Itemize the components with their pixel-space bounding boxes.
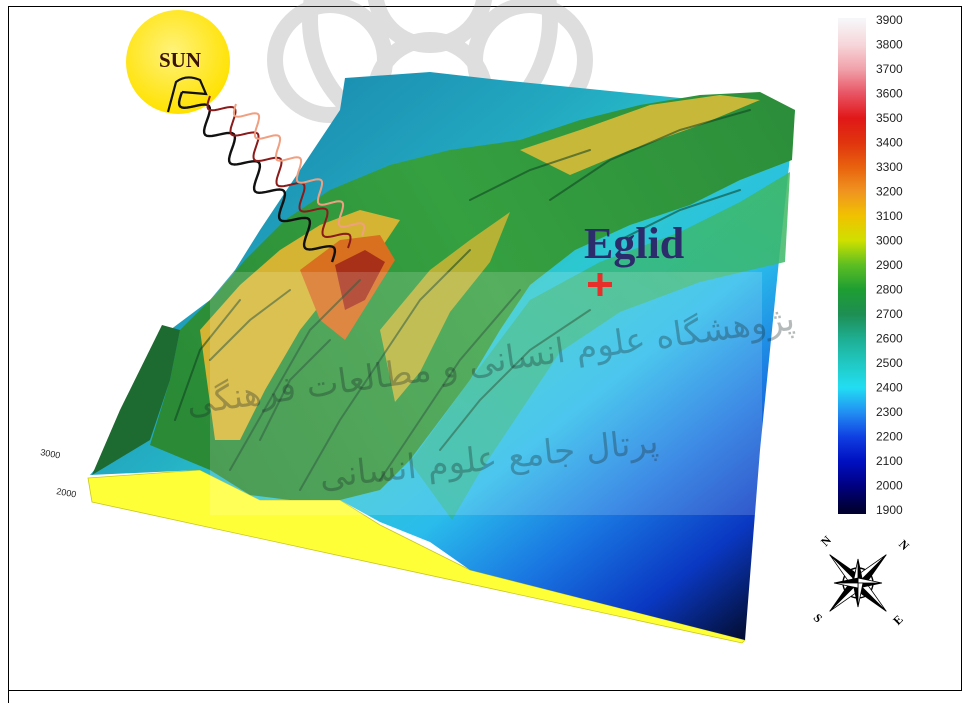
legend-value-label: 2100 — [876, 454, 903, 468]
legend-value-label: 3200 — [876, 185, 903, 199]
compass-letter-sw: S — [811, 611, 826, 626]
legend-value-label: 3300 — [876, 160, 903, 174]
compass-letter-se: E — [890, 612, 906, 628]
legend-value-label: 1900 — [876, 503, 903, 517]
elevation-legend: 3900 3800 3700 3600 3500 3400 3300 3200 3100 3000… — [838, 13, 903, 517]
compass-point — [834, 583, 858, 588]
sun-label: SUN — [159, 48, 201, 72]
legend-value-label: 3100 — [876, 209, 903, 223]
legend-value-label: 2200 — [876, 430, 903, 444]
axis-label-upper: 3000 — [40, 447, 61, 460]
legend-value-label: 2600 — [876, 332, 903, 346]
legend-value-label: 2300 — [876, 405, 903, 419]
legend-value-label: 2500 — [876, 356, 903, 370]
legend-value-label: 3700 — [876, 62, 903, 76]
legend-value-label: 3900 — [876, 13, 903, 27]
compass-letter-ne: N — [896, 537, 912, 553]
legend-color-bar — [838, 18, 866, 514]
compass-letter-nw: N — [818, 533, 834, 549]
legend-value-label: 2000 — [876, 479, 903, 493]
compass-point — [858, 583, 863, 607]
compass-point — [834, 578, 858, 583]
axis-label-lower: 2000 — [56, 486, 77, 499]
legend-value-label: 2900 — [876, 258, 903, 272]
legend-value-label: 3500 — [876, 111, 903, 125]
legend-value-label: 3600 — [876, 87, 903, 101]
legend-value-label: 3000 — [876, 234, 903, 248]
compass-point — [858, 578, 882, 583]
legend-value-label: 3800 — [876, 38, 903, 52]
legend-value-label: 2800 — [876, 283, 903, 297]
legend-value-label: 2700 — [876, 307, 903, 321]
compass-rose-icon — [830, 555, 887, 612]
legend-value-label: 2400 — [876, 381, 903, 395]
place-label: Eglid — [584, 219, 684, 268]
legend-value-label: 3400 — [876, 136, 903, 150]
legend-labels: 3900 3800 3700 3600 3500 3400 3300 3200 3100 3000… — [876, 13, 903, 517]
